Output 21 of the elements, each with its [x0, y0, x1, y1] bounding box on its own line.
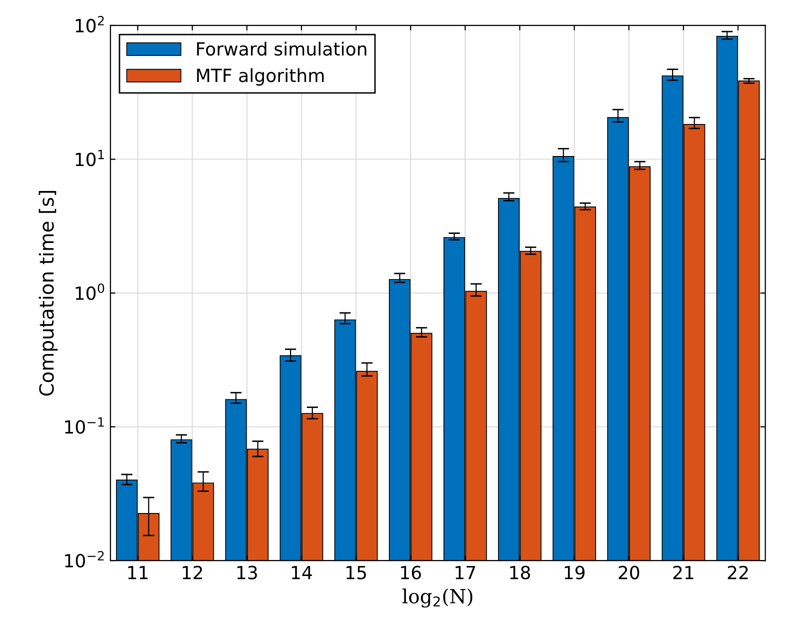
x-tick-label: 19 — [564, 566, 585, 580]
x-tick-label: 22 — [728, 566, 748, 580]
y-tick-label: 10$^{−1}$ — [65, 417, 104, 434]
x-axis-title: log$_{2}$(N) — [402, 588, 472, 608]
x-tick-label: 17 — [456, 566, 476, 580]
x-tick-label: 20 — [618, 566, 640, 580]
legend-label: MTF algorithm — [197, 68, 324, 86]
y-axis-title: Computation time [s] — [38, 190, 58, 396]
x-tick-label: 16 — [401, 566, 421, 580]
x-tick-label: 18 — [510, 566, 530, 580]
y-tick-label: 10$^{−2}$ — [65, 550, 104, 568]
x-tick-label: 21 — [673, 566, 694, 580]
x-tick-label: 12 — [182, 566, 202, 580]
legend-label: Forward simulation — [197, 42, 366, 56]
y-tick-label: 10$^{0}$ — [76, 283, 104, 300]
x-tick-label: 14 — [292, 566, 312, 580]
y-tick-label: 10$^{2}$ — [76, 16, 104, 32]
x-tick-label: 15 — [346, 566, 366, 580]
x-tick-label: 11 — [128, 566, 148, 580]
y-tick-label: 10$^{1}$ — [76, 150, 104, 166]
x-tick-label: 13 — [237, 566, 257, 580]
